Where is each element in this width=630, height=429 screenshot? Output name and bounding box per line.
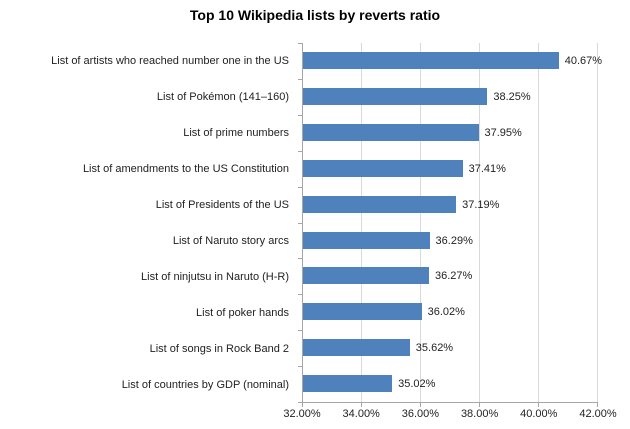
x-axis-tick <box>420 403 421 407</box>
x-axis-tick-label: 36.00% <box>401 408 440 420</box>
category-axis-tick <box>298 78 302 80</box>
category-axis-tick <box>298 114 302 116</box>
category-axis-tick <box>298 402 302 403</box>
bar <box>303 231 430 249</box>
x-axis-tick-label: 32.00% <box>283 408 321 420</box>
category-axis-tick <box>298 330 302 332</box>
category-label: List of artists who reached number one i… <box>51 55 289 67</box>
x-axis-tick-label: 38.00% <box>460 408 499 420</box>
category-label: List of prime numbers <box>183 127 289 139</box>
plot-area: 40.67% 38.25% 37.95% 37.41% 37.19% 36.29% 36.2… <box>298 43 602 407</box>
x-axis-tick-label: 40.00% <box>520 408 558 420</box>
data-label: 35.62% <box>415 342 454 355</box>
data-label: 40.67% <box>564 55 603 67</box>
bar <box>303 303 422 321</box>
x-axis-tick <box>361 403 362 407</box>
data-label: 36.27% <box>434 270 473 283</box>
data-label: 37.41% <box>468 162 506 175</box>
category-axis-tick <box>298 186 302 188</box>
gridline <box>597 43 598 402</box>
bar <box>303 195 457 213</box>
x-axis-tick-label: 34.00% <box>342 408 380 420</box>
bar <box>303 123 479 141</box>
gridline <box>479 43 480 402</box>
category-label: List of poker hands <box>196 307 289 319</box>
category-axis-tick <box>298 222 302 224</box>
gridline <box>538 43 539 402</box>
data-label: 35.02% <box>398 378 436 391</box>
category-label: List of amendments to the US Constitutio… <box>82 163 289 175</box>
x-axis-tick <box>538 403 539 407</box>
bar <box>303 267 429 285</box>
category-label: List of Presidents of the US <box>155 199 289 211</box>
x-axis-tick <box>302 403 303 407</box>
chart-title: Top 10 Wikipedia lists by reverts ratio <box>189 7 441 23</box>
category-axis-tick <box>298 258 302 260</box>
data-label: 38.25% <box>493 90 531 103</box>
data-label: 36.29% <box>435 234 473 247</box>
bar <box>303 159 463 177</box>
category-label: List of countries by GDP (nominal) <box>121 379 289 391</box>
gridline <box>361 43 362 402</box>
category-axis-tick <box>298 43 302 44</box>
category-label: List of Naruto story arcs <box>172 235 289 247</box>
bar <box>303 339 410 357</box>
x-axis-tick-label: 42.00% <box>579 408 617 420</box>
category-label: List of ninjutsu in Naruto (H-R) <box>141 271 289 283</box>
gridline <box>420 43 421 402</box>
bar <box>303 87 488 105</box>
x-axis-tick <box>479 403 480 407</box>
x-axis-tick <box>597 403 598 407</box>
category-axis-tick <box>298 294 302 296</box>
category-axis-tick <box>298 366 302 368</box>
bar <box>303 375 393 393</box>
category-axis-tick <box>298 150 302 152</box>
data-label: 37.19% <box>462 198 500 211</box>
category-axis: List of artists who reached number one i… <box>0 43 296 403</box>
category-label: List of songs in Rock Band 2 <box>149 343 289 355</box>
data-label: 37.95% <box>484 126 522 139</box>
data-label: 36.02% <box>427 306 465 319</box>
category-label: List of Pokémon (141–160) <box>156 91 289 103</box>
value-axis: 32.00% 34.00% 36.00% 38.00% 40.00% 42.00% <box>283 408 616 424</box>
bar <box>303 52 559 69</box>
